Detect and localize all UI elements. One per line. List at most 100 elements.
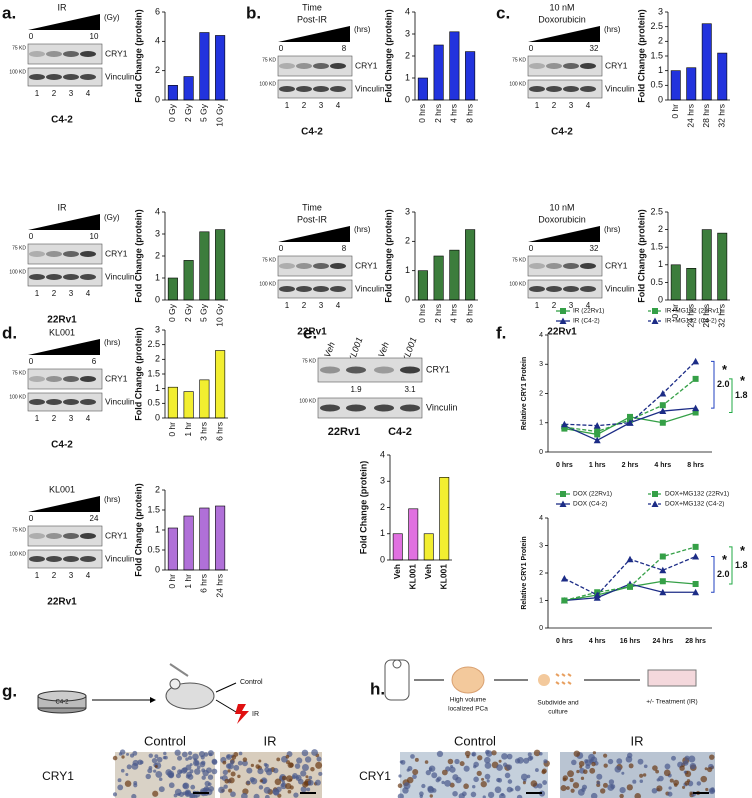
arm-label: Control xyxy=(240,679,263,686)
band-label: CRY1 xyxy=(605,60,628,70)
y-tick-label: 1.5 xyxy=(147,368,160,378)
cell-nucleus xyxy=(258,785,264,790)
cell-nucleus xyxy=(132,750,138,756)
tissue xyxy=(538,674,550,686)
x-tick-label: 5 Gy xyxy=(199,103,209,122)
cell-nucleus xyxy=(273,767,279,774)
tissue-piece xyxy=(555,673,560,677)
cell-nucleus xyxy=(471,752,475,757)
unit-label: (hrs) xyxy=(604,225,621,234)
legend-marker xyxy=(652,308,658,314)
cell-nucleus xyxy=(452,790,458,797)
cell-nucleus xyxy=(268,767,272,772)
bar xyxy=(449,31,460,101)
x-tick-label: 4 hrs xyxy=(654,462,671,469)
blot-band xyxy=(546,63,562,69)
data-point xyxy=(627,583,633,590)
cell-nucleus xyxy=(707,766,713,773)
marker-label: 100 KD xyxy=(299,398,316,404)
band-label: Vinculin xyxy=(355,83,385,93)
x-tick-label: 6 hrs xyxy=(214,422,224,441)
blot-band xyxy=(63,376,79,382)
x-tick-label: 0 Gy xyxy=(167,103,177,122)
bar xyxy=(392,533,403,561)
cell-nucleus xyxy=(246,767,253,774)
blot-band xyxy=(529,286,545,292)
cell-nucleus xyxy=(148,765,153,770)
lightning xyxy=(235,704,249,724)
cell-nucleus xyxy=(464,750,471,757)
cell-nucleus xyxy=(504,772,511,779)
blot-band xyxy=(29,251,45,257)
step-label: culture xyxy=(548,709,568,716)
cell-nucleus xyxy=(463,765,470,772)
cell-nucleus xyxy=(539,752,543,756)
cell-nucleus xyxy=(257,768,264,775)
cell-line: C4-2 xyxy=(388,426,412,438)
cell-nucleus xyxy=(477,755,483,761)
marker-label: 100 KD xyxy=(9,551,26,557)
cell-nucleus xyxy=(596,781,601,785)
annotation: 2.0 xyxy=(717,569,730,579)
cell-nucleus xyxy=(229,759,235,765)
cell-nucleus xyxy=(710,787,715,791)
dose-wedge xyxy=(528,226,600,242)
cell-nucleus xyxy=(449,782,455,788)
lane-label: Veh xyxy=(322,341,337,359)
band-label: Vinculin xyxy=(105,396,135,406)
cell-nucleus xyxy=(696,781,702,786)
bar xyxy=(199,379,210,419)
cell-nucleus xyxy=(175,773,181,779)
x-tick-label: 0 Gy xyxy=(167,303,177,322)
x-tick-label: 10 Gy xyxy=(214,103,224,126)
y-tick-label: 2 xyxy=(155,250,160,260)
lane-number: 2 xyxy=(552,101,557,110)
y-tick-label: 1 xyxy=(405,72,410,82)
x-tick-label: 24 hrs xyxy=(652,638,673,645)
cell-nucleus xyxy=(591,761,596,767)
blot-band xyxy=(546,263,562,269)
bar xyxy=(215,35,226,101)
cell-nucleus xyxy=(571,759,577,766)
blot-band xyxy=(29,399,45,405)
person-head xyxy=(392,659,402,669)
marker-label: 75 KD xyxy=(512,257,526,263)
x-tick-label: 8 hrs xyxy=(464,104,474,123)
treatment-label: Doxorubicin xyxy=(538,14,586,24)
unit-label: (hrs) xyxy=(104,338,121,347)
data-point xyxy=(626,419,634,426)
legend-label: IR+MG132 (C4-2) xyxy=(665,318,717,325)
cell-nucleus xyxy=(189,793,195,798)
panel-label: g. xyxy=(2,681,17,700)
cell-nucleus xyxy=(281,780,286,784)
x-tick-label: 4 hrs xyxy=(449,104,459,123)
cell-nucleus xyxy=(421,783,426,789)
lane-number: 2 xyxy=(52,289,57,298)
x-tick-label: 1 hr xyxy=(183,574,193,589)
y-tick-label: 2 xyxy=(155,65,160,75)
cell-nucleus xyxy=(295,774,302,781)
y-tick-label: 3 xyxy=(658,6,663,16)
data-point xyxy=(560,420,568,428)
cell-nucleus xyxy=(502,762,508,767)
cell-nucleus xyxy=(181,751,188,758)
bar xyxy=(183,76,194,101)
y-tick-label: 2 xyxy=(155,354,160,364)
blot-band xyxy=(63,556,79,562)
treatment-label: IR xyxy=(58,202,68,212)
cell-nucleus xyxy=(441,769,448,776)
blot-band xyxy=(46,51,62,57)
cell-nucleus xyxy=(281,783,285,788)
cell-nucleus xyxy=(530,780,538,787)
cell-nucleus xyxy=(637,758,644,765)
cell-nucleus xyxy=(253,793,260,798)
marker-label: 75 KD xyxy=(262,57,276,63)
y-tick-label: 3 xyxy=(539,542,543,549)
cell-nucleus xyxy=(441,780,445,785)
marker-label: 100 KD xyxy=(259,281,276,287)
cell-nucleus xyxy=(506,764,513,771)
cell-nucleus xyxy=(616,758,623,765)
cell-nucleus xyxy=(425,769,431,776)
x-tick-label: 2 Gy xyxy=(183,103,193,122)
wedge-start: 0 xyxy=(29,514,34,523)
